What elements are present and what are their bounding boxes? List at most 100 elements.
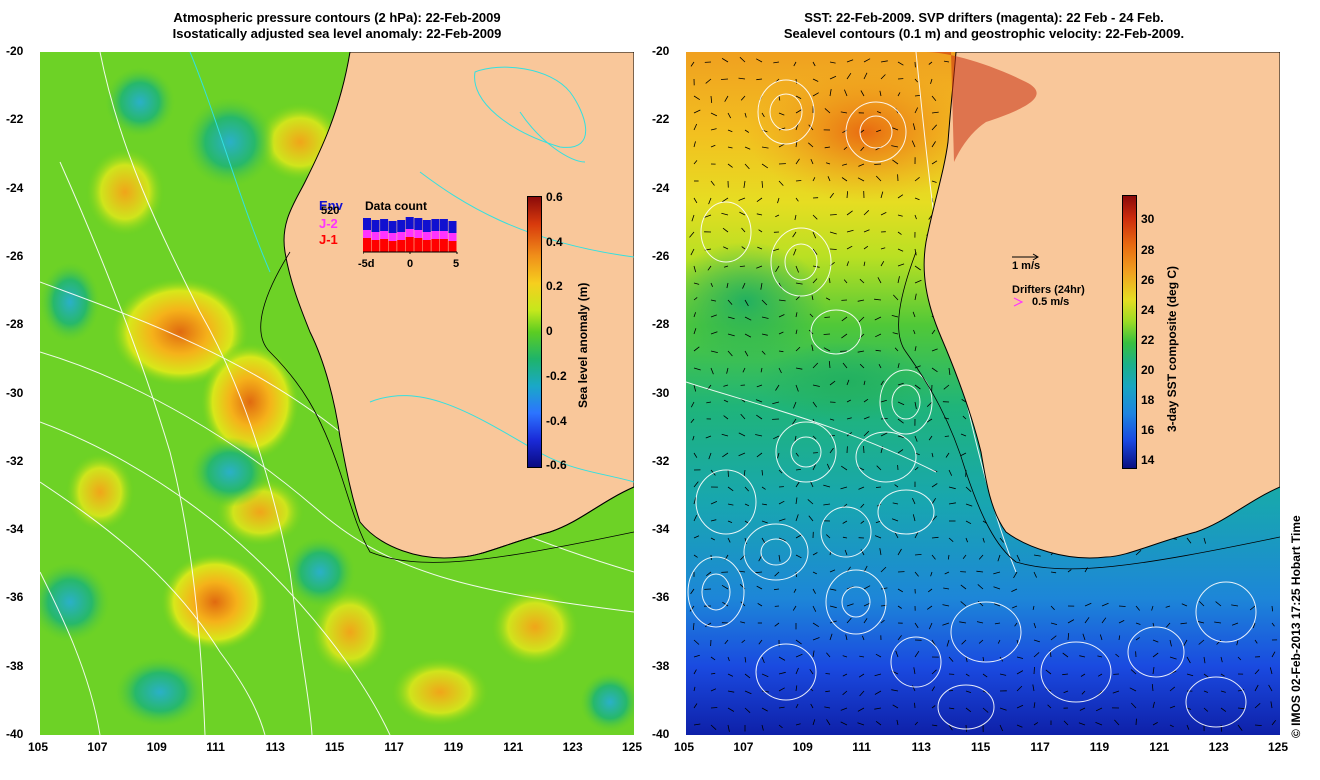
velocity-vector [710,519,717,522]
velocity-vector [897,263,905,267]
velocity-vector [943,587,950,590]
velocity-vector [1186,537,1192,544]
velocity-vector [757,246,763,250]
velocity-vector [755,399,763,403]
velocity-vector [795,78,797,84]
velocity-vector [710,128,717,131]
velocity-vector [1033,571,1037,578]
velocity-vector [778,554,781,562]
velocity-vector [840,721,848,726]
sst-tick-14: 14 [1141,453,1155,467]
velocity-vector [897,248,904,252]
velocity-vector [948,367,951,375]
velocity-vector [930,78,933,85]
sla-tick-neg0.2: -0.2 [546,369,567,383]
velocity-vector [744,690,752,695]
velocity-vector [1268,684,1273,692]
velocity-vector [1186,707,1192,710]
velocity-vector [859,690,865,697]
velocity-vector [945,452,950,458]
velocity-vector [812,401,818,408]
velocity-vector [914,78,919,83]
data-count-bar-segment [439,239,448,252]
velocity-vector [863,229,870,233]
velocity-vector [812,248,818,255]
velocity-vector [875,486,882,488]
right-ytick--32: -32 [652,453,670,468]
right-ytick--20: -20 [652,44,670,58]
velocity-vector [876,465,882,471]
left-title-line1: Atmospheric pressure contours (2 hPa): 2… [173,10,501,25]
velocity-vector [897,449,904,454]
velocity-vector [756,58,763,63]
velocity-vector [795,469,801,471]
velocity-vector [692,435,695,441]
velocity-vector [1254,684,1259,692]
velocity-vector [1220,690,1226,693]
data-count-bar-segment [371,220,380,232]
velocity-vector [875,333,882,338]
velocity-vector [912,311,916,318]
velocity-vector [931,367,938,373]
velocity-vector [690,418,695,423]
left-map-panel: Env 520 J-2 J-1 Data count -5d 0 5 [40,52,634,735]
left-xtick-125: 125 [622,740,643,754]
velocity-vector [1112,690,1120,694]
velocity-vector [777,452,780,459]
velocity-vector [1079,655,1086,658]
velocity-vector [689,605,695,612]
velocity-vector [795,481,800,488]
velocity-vector [723,246,729,250]
right-xtick-113: 113 [911,740,931,754]
velocity-vector [773,435,780,440]
velocity-vector [693,452,698,458]
velocity-vector [825,673,831,675]
velocity-vector [842,673,848,677]
velocity-vector [742,367,746,373]
velocity-vector [1063,720,1069,726]
velocity-vector [965,503,973,507]
velocity-vector [841,333,848,339]
velocity-vector [1169,724,1174,728]
left-xtick-117: 117 [384,740,404,754]
velocity-vector [829,605,837,609]
left-ytick--20: -20 [6,44,24,58]
velocity-vector [965,656,968,663]
velocity-vector [741,227,746,233]
velocity-vector [795,723,801,726]
velocity-vector [1101,617,1107,624]
velocity-vector [894,347,899,352]
velocity-vector [777,197,780,204]
velocity-vector [727,146,733,149]
velocity-vector [773,588,780,591]
velocity-vector [842,536,848,539]
velocity-vector [961,399,967,403]
velocity-vector [948,486,956,490]
velocity-vector [931,111,939,114]
velocity-vector [1012,605,1018,609]
velocity-vector [1067,569,1072,573]
velocity-vector [914,384,921,390]
velocity-vector [1084,617,1090,624]
velocity-vector [792,605,797,611]
velocity-vector [1079,707,1086,711]
velocity-vector [795,282,803,285]
velocity-vector [812,278,818,284]
velocity-vector [912,514,916,522]
velocity-vector [1067,633,1070,641]
velocity-vector [812,622,820,628]
data-count-bar-segment [380,219,389,231]
velocity-vector [710,95,713,103]
data-count-bar-segment [414,230,423,238]
velocity-vector [893,294,899,301]
data-count-xtick-5: 5 [453,258,460,270]
data-count-bar-segment [414,218,423,230]
velocity-vector [913,329,916,335]
velocity-vector [1063,690,1069,694]
velocity-vector [693,497,697,505]
velocity-vector [773,61,780,64]
velocity-vector [1186,724,1190,730]
velocity-vector [875,720,882,726]
velocity-vector [999,707,1007,711]
velocity-vector [846,261,849,267]
